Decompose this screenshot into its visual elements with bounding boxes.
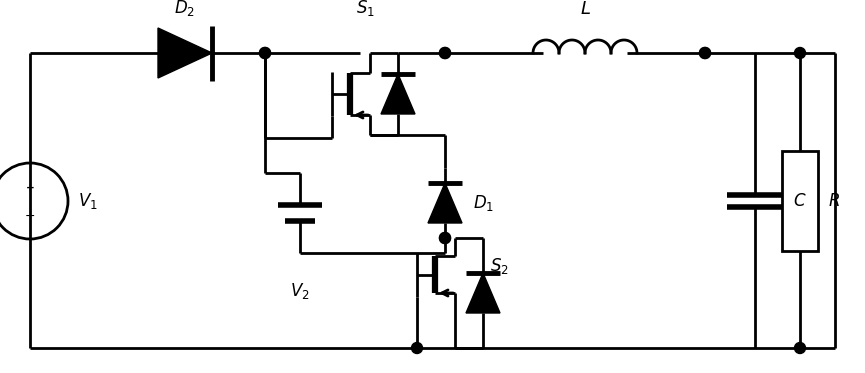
Circle shape (439, 232, 451, 244)
Circle shape (439, 47, 451, 59)
Circle shape (700, 47, 710, 59)
Polygon shape (381, 74, 415, 114)
Circle shape (260, 47, 271, 59)
Text: $D_2$: $D_2$ (175, 0, 195, 18)
Text: $R$: $R$ (828, 191, 840, 210)
Circle shape (412, 342, 422, 354)
Polygon shape (158, 28, 212, 78)
Text: $V_2$: $V_2$ (290, 281, 310, 301)
Circle shape (794, 47, 805, 59)
Circle shape (260, 47, 271, 59)
Text: $V_1$: $V_1$ (78, 191, 98, 211)
Circle shape (794, 342, 805, 354)
Polygon shape (428, 183, 462, 223)
Circle shape (439, 232, 451, 244)
Text: $D_1$: $D_1$ (473, 193, 494, 213)
Text: −: − (25, 210, 35, 223)
Text: $S_2$: $S_2$ (490, 256, 509, 276)
Text: $S_1$: $S_1$ (356, 0, 375, 18)
Text: $L$: $L$ (580, 0, 591, 18)
Text: $C$: $C$ (793, 191, 806, 210)
Polygon shape (466, 273, 500, 313)
Circle shape (439, 47, 451, 59)
Text: +: + (26, 183, 35, 193)
Circle shape (700, 47, 710, 59)
